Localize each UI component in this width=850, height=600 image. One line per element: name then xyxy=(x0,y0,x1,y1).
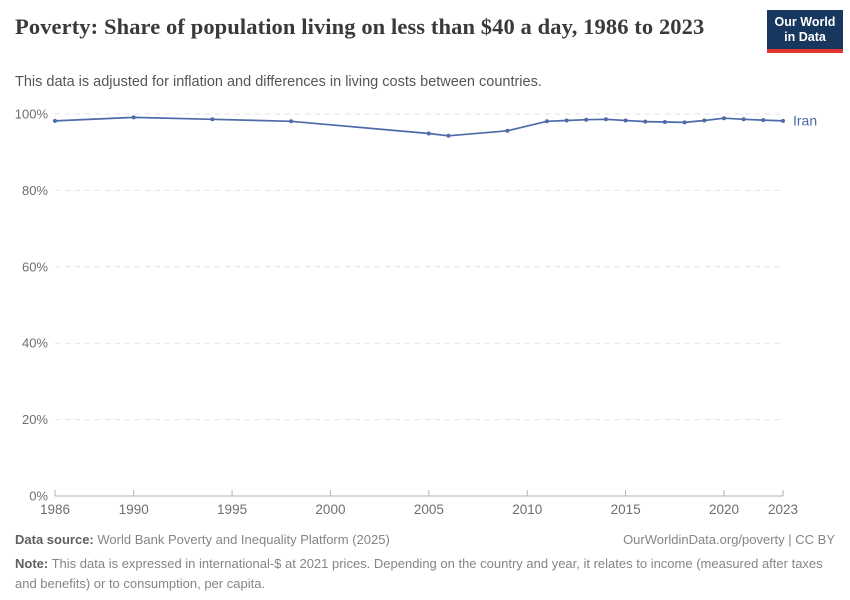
data-point-2022 xyxy=(761,118,766,123)
y-tick-label-40: 40% xyxy=(22,336,48,351)
owid-attribution-link[interactable]: OurWorldinData.org/poverty | CC BY xyxy=(623,532,835,547)
data-point-2020 xyxy=(722,116,726,121)
data-point-2006 xyxy=(446,133,451,138)
data-source-label: Data source: xyxy=(15,532,94,547)
data-point-2018 xyxy=(682,120,687,125)
source-row: Data source: World Bank Poverty and Ineq… xyxy=(15,532,835,547)
x-tick-label-2023: 2023 xyxy=(768,502,798,517)
x-tick-label-1986: 1986 xyxy=(40,502,70,517)
y-tick-label-20: 20% xyxy=(22,412,48,427)
series-iran: Iran xyxy=(53,112,817,138)
series-line xyxy=(54,116,784,137)
x-tick-label-2010: 2010 xyxy=(512,502,542,517)
chart-footer: Data source: World Bank Poverty and Ineq… xyxy=(15,532,835,593)
y-tick-label-100: 100% xyxy=(15,107,49,122)
data-source-text: World Bank Poverty and Inequality Platfo… xyxy=(97,532,390,547)
data-point-2005 xyxy=(426,131,431,136)
chart-note: Note: This data is expressed in internat… xyxy=(15,554,835,593)
data-point-1994 xyxy=(210,117,215,122)
chart-title: Poverty: Share of population living on l… xyxy=(15,14,705,39)
data-point-1986 xyxy=(53,118,57,123)
x-tick-label-2015: 2015 xyxy=(611,502,641,517)
x-tick-label-2020: 2020 xyxy=(709,502,739,517)
x-tick-label-1995: 1995 xyxy=(217,502,247,517)
data-source: Data source: World Bank Poverty and Ineq… xyxy=(15,532,390,547)
owid-logo: Our World in Data xyxy=(767,10,843,53)
y-tick-label-60: 60% xyxy=(22,259,48,274)
logo-line-1: Our World xyxy=(774,14,836,29)
x-axis xyxy=(54,490,784,497)
data-point-2017 xyxy=(662,120,667,124)
note-label: Note: xyxy=(15,556,49,571)
x-tick-label-2000: 2000 xyxy=(315,502,345,517)
y-tick-label-0: 0% xyxy=(29,489,48,504)
logo-line-2: in Data xyxy=(784,29,826,44)
y-tick-label-80: 80% xyxy=(22,183,48,198)
data-point-2009 xyxy=(505,128,510,133)
data-point-2011 xyxy=(544,119,549,124)
x-axis-labels: 1986 1990 1995 2000 2005 2010 2015 2020 2023 xyxy=(40,502,798,517)
series-label-iran[interactable]: Iran xyxy=(793,112,817,128)
x-tick-label-2005: 2005 xyxy=(414,502,444,517)
x-tick-label-1990: 1990 xyxy=(119,502,149,517)
y-axis-labels: 0% 20% 40% 60% 80% 100% xyxy=(15,107,49,504)
chart-subtitle: This data is adjusted for inflation and … xyxy=(15,74,542,90)
data-point-2021 xyxy=(741,117,746,122)
data-point-1998 xyxy=(289,119,294,124)
data-point-2023 xyxy=(781,118,785,123)
data-point-1990 xyxy=(131,115,136,120)
data-point-2014 xyxy=(603,117,608,122)
note-text: This data is expressed in international-… xyxy=(15,556,823,591)
data-point-2012 xyxy=(564,118,569,123)
data-point-2013 xyxy=(584,117,589,122)
data-point-2015 xyxy=(623,118,628,123)
data-point-2019 xyxy=(702,118,707,123)
line-chart-canvas: 0% 20% 40% 60% 80% 100% 1986 1990 1995 2000 2005 20… xyxy=(15,107,817,518)
y-gridlines xyxy=(55,113,783,421)
data-point-2016 xyxy=(643,119,648,124)
